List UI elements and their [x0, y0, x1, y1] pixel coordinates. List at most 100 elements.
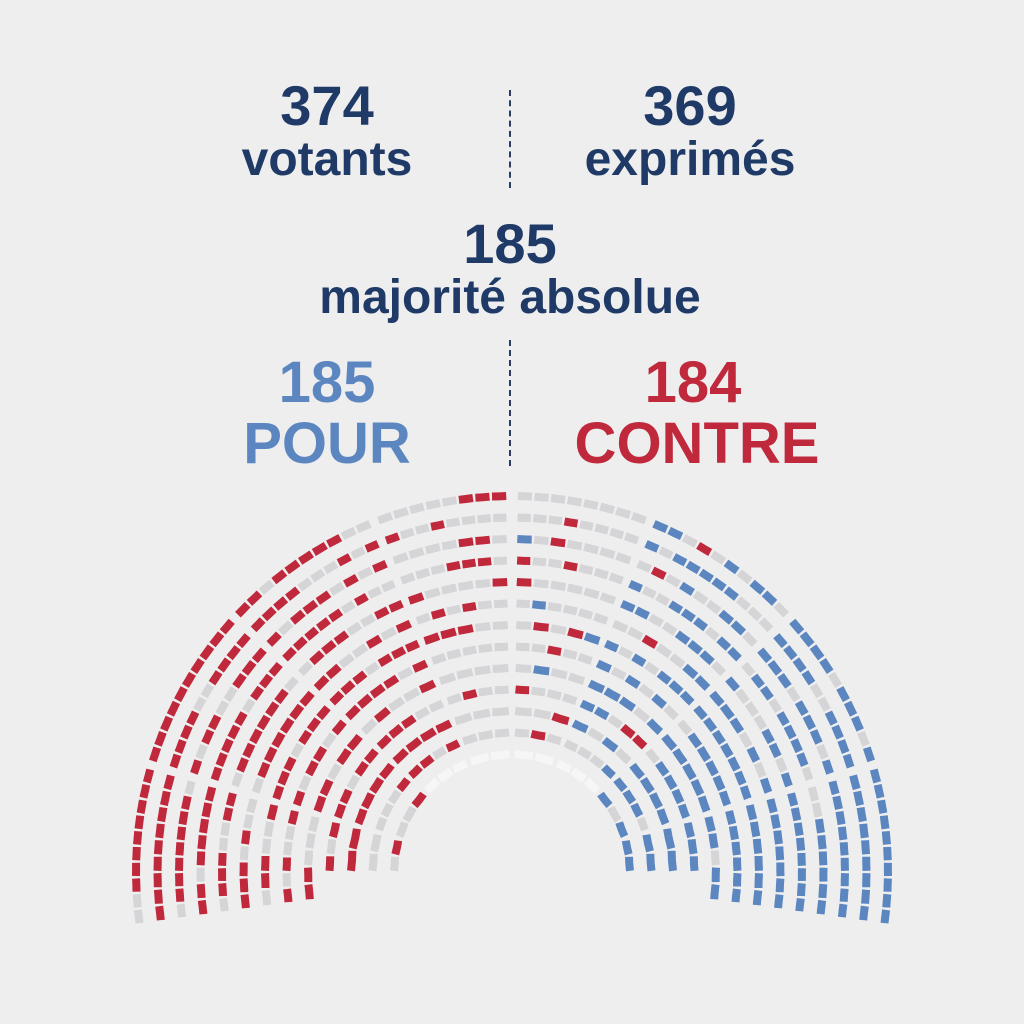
seat: [458, 494, 474, 504]
seat: [445, 517, 461, 528]
seat: [593, 567, 609, 580]
seat: [175, 888, 185, 902]
seat: [679, 581, 695, 596]
seat: [628, 580, 643, 593]
seat: [649, 792, 663, 810]
seat: [284, 676, 299, 692]
seat: [843, 700, 858, 717]
seat: [457, 624, 474, 635]
seat: [219, 897, 229, 912]
seat: [609, 527, 625, 540]
seat: [250, 617, 266, 633]
seat: [345, 704, 361, 721]
seat: [250, 685, 265, 701]
seat: [155, 823, 165, 839]
seat: [431, 652, 447, 665]
seat: [807, 786, 820, 802]
seat: [742, 631, 758, 647]
seat: [263, 821, 275, 838]
seat: [517, 492, 533, 501]
seat: [733, 872, 742, 887]
seat: [423, 632, 441, 645]
seat: [305, 833, 316, 849]
seat: [668, 680, 684, 695]
seat: [710, 850, 720, 866]
seat: [533, 665, 550, 676]
seat: [367, 586, 383, 599]
seat: [550, 494, 566, 504]
seat: [261, 889, 272, 906]
seat: [456, 668, 474, 680]
seat: [730, 620, 747, 636]
seat: [259, 673, 274, 689]
seat: [642, 834, 654, 853]
seat: [690, 778, 705, 797]
seat: [842, 753, 855, 769]
seat: [658, 546, 674, 560]
seat: [380, 626, 397, 641]
seat: [636, 816, 649, 832]
seat: [567, 627, 584, 640]
seat: [218, 883, 227, 897]
seat: [735, 688, 750, 705]
seat: [566, 539, 583, 551]
seat: [641, 634, 659, 649]
seat: [396, 777, 411, 793]
seat: [645, 748, 661, 764]
seat: [388, 696, 406, 712]
seat: [774, 894, 784, 909]
seat: [478, 643, 493, 653]
seat: [154, 730, 167, 747]
seat: [624, 674, 641, 689]
seat: [441, 539, 458, 551]
seat: [789, 618, 805, 635]
seat: [241, 698, 256, 714]
seat: [403, 687, 421, 702]
seat: [704, 816, 716, 833]
seat: [793, 822, 804, 837]
seat: [201, 729, 215, 745]
seat: [363, 748, 379, 764]
seat: [419, 754, 435, 769]
seat: [181, 795, 192, 811]
seat: [656, 808, 670, 826]
seat: [681, 534, 698, 548]
seat: [346, 733, 363, 751]
seat: [587, 727, 605, 743]
seat: [768, 742, 782, 759]
seat: [329, 822, 341, 839]
seat: [622, 789, 637, 805]
seat: [629, 762, 645, 780]
seat: [752, 838, 763, 855]
seat: [133, 831, 143, 845]
seat: [547, 601, 562, 613]
seat: [734, 770, 747, 786]
seat: [873, 783, 885, 799]
seat: [402, 805, 417, 823]
seat: [809, 644, 825, 661]
seat: [239, 878, 249, 893]
seat: [661, 621, 678, 636]
seat: [392, 552, 409, 565]
seat: [669, 653, 686, 669]
seat: [454, 712, 473, 726]
seat: [441, 496, 458, 507]
seat: [163, 774, 175, 791]
seat: [578, 564, 594, 576]
seat: [599, 547, 616, 559]
seat: [430, 520, 445, 531]
seat: [836, 686, 850, 703]
seat: [651, 693, 667, 709]
seat: [475, 535, 491, 545]
seat: [473, 708, 491, 720]
seat: [593, 706, 610, 721]
seat: [329, 690, 345, 706]
seat: [390, 856, 399, 872]
divider-bottom: [509, 340, 511, 466]
seat: [634, 606, 650, 620]
seat: [326, 534, 343, 548]
seat: [718, 609, 735, 625]
seat: [348, 828, 361, 850]
seat: [515, 621, 532, 630]
seat: [546, 689, 562, 701]
